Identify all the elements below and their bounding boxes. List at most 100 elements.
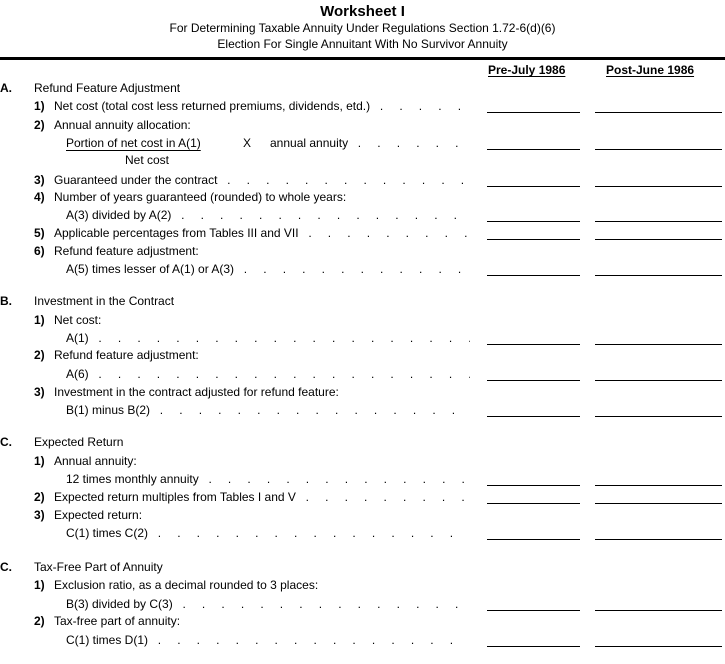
- row-text: Exclusion ratio, as a decimal rounded to…: [54, 577, 318, 593]
- section-header: B. Investment in the Contract: [0, 293, 725, 309]
- line-item: 3) Expected return:: [0, 507, 725, 523]
- row-text: B(3) divided by C(3) . . . . . . . . . .…: [66, 596, 470, 612]
- answer-field-pre-july-1986[interactable]: [487, 112, 580, 113]
- answer-field-pre-july-1986[interactable]: [487, 503, 580, 504]
- answer-field-post-june-1986[interactable]: [595, 416, 722, 417]
- header-rule: [0, 57, 725, 60]
- answer-field-pre-july-1986[interactable]: [487, 485, 580, 486]
- label-text: Net cost:: [54, 313, 102, 327]
- answer-field-post-june-1986[interactable]: [595, 186, 722, 187]
- row-text: C(1) times D(1) . . . . . . . . . . . . …: [66, 632, 470, 648]
- label-text: Portion of net cost in A(1): [66, 136, 201, 150]
- label-text: A(3) divided by A(2): [66, 208, 172, 222]
- answer-field-post-june-1986[interactable]: [595, 239, 722, 240]
- label-text: Number of years guaranteed (rounded) to …: [54, 190, 347, 204]
- section-letter: A.: [0, 81, 12, 95]
- section-title: Refund Feature Adjustment: [34, 81, 181, 95]
- answer-field-pre-july-1986[interactable]: [487, 646, 580, 647]
- row-text: B(1) minus B(2) . . . . . . . . . . . . …: [66, 402, 470, 418]
- fraction-denominator: Net cost: [0, 152, 725, 168]
- times-sign: X: [243, 136, 252, 150]
- line-item: 1) Annual annuity:: [0, 453, 725, 469]
- dot-leader: . . . . . . . . . . . . . . . . . . . . …: [157, 526, 470, 540]
- answer-field-post-june-1986[interactable]: [595, 112, 722, 113]
- row-text: Tax-free part of annuity:: [54, 613, 180, 629]
- answer-field-pre-july-1986[interactable]: [487, 344, 580, 345]
- worksheet-subtitle-2: Election For Single Annuitant With No Su…: [217, 37, 508, 51]
- answer-field-post-june-1986[interactable]: [595, 380, 722, 381]
- answer-field-post-june-1986[interactable]: [595, 275, 722, 276]
- line-item-detail: A(5) times lesser of A(1) or A(3) . . . …: [0, 261, 725, 277]
- answer-field-post-june-1986[interactable]: [595, 503, 722, 504]
- section-title: Tax-Free Part of Annuity: [34, 560, 163, 574]
- item-number: 2): [34, 490, 45, 504]
- row-text: 12 times monthly annuity . . . . . . . .…: [66, 471, 470, 487]
- answer-field-post-june-1986[interactable]: [595, 221, 722, 222]
- line-item-detail: C(1) times D(1) . . . . . . . . . . . . …: [0, 632, 725, 648]
- answer-field-post-june-1986[interactable]: [595, 149, 722, 150]
- dot-leader: . . . . . . . . . . . . . . . . . . . . …: [182, 597, 470, 611]
- line-item: 1) Net cost:: [0, 312, 725, 328]
- section-header: C. Expected Return: [0, 434, 725, 450]
- line-item: 1) Exclusion ratio, as a decimal rounded …: [0, 577, 725, 593]
- line-item: 2) Expected return multiples from Tables …: [0, 489, 725, 505]
- dot-leader: . . . . . . . . . . . . . . . . . . . . …: [357, 136, 470, 150]
- answer-field-post-june-1986[interactable]: [595, 344, 722, 345]
- label-text: Investment in the contract adjusted for …: [54, 385, 339, 399]
- dot-leader: . . . . . . . . . . . . . . . . . . . . …: [208, 472, 470, 486]
- row-text: Net cost:: [54, 312, 101, 328]
- item-number: 2): [34, 348, 45, 362]
- dot-leader: . . . . . . . . . . . . . . . . . . . . …: [305, 490, 470, 504]
- row-text: Applicable percentages from Tables III a…: [54, 225, 470, 241]
- answer-field-pre-july-1986[interactable]: [487, 221, 580, 222]
- dot-leader: . . . . . . . . . . . . . . . . . . . . …: [243, 262, 470, 276]
- row-text: Investment in the contract adjusted for …: [54, 384, 339, 400]
- row-text: A(6) . . . . . . . . . . . . . . . . . .…: [66, 366, 470, 382]
- answer-field-post-june-1986[interactable]: [595, 646, 722, 647]
- answer-field-pre-july-1986[interactable]: [487, 416, 580, 417]
- row-text: Number of years guaranteed (rounded) to …: [54, 189, 346, 205]
- label-text: Exclusion ratio, as a decimal rounded to…: [54, 578, 319, 592]
- answer-field-pre-july-1986[interactable]: [487, 239, 580, 240]
- item-number: 1): [34, 99, 45, 113]
- row-text: Annual annuity allocation:: [54, 117, 191, 133]
- answer-field-pre-july-1986[interactable]: [487, 149, 580, 150]
- answer-field-post-june-1986[interactable]: [595, 485, 722, 486]
- answer-field-pre-july-1986[interactable]: [487, 275, 580, 276]
- answer-field-pre-july-1986[interactable]: [487, 380, 580, 381]
- line-item-detail: B(1) minus B(2) . . . . . . . . . . . . …: [0, 402, 725, 418]
- label-text: annual annuity: [270, 136, 349, 150]
- line-item-detail: A(3) divided by A(2) . . . . . . . . . .…: [0, 207, 725, 223]
- label-text: Expected return multiples from Tables I …: [54, 490, 296, 504]
- section-title: Investment in the Contract: [34, 294, 175, 308]
- item-number: 6): [34, 244, 45, 258]
- dot-leader: . . . . . . . . . . . . . . . . . . . . …: [379, 99, 470, 113]
- item-number: 1): [34, 578, 45, 592]
- item-number: 3): [34, 385, 45, 399]
- label-text: C(1) times D(1): [66, 633, 149, 647]
- answer-field-pre-july-1986[interactable]: [487, 539, 580, 540]
- item-number: 3): [34, 173, 45, 187]
- label-text: Guaranteed under the contract: [54, 173, 218, 187]
- worksheet-title: Worksheet I: [320, 3, 405, 20]
- dot-leader: . . . . . . . . . . . . . . . . . . . . …: [308, 226, 470, 240]
- label-text: Applicable percentages from Tables III a…: [54, 226, 299, 240]
- line-item: 3) Guaranteed under the contract . . . . …: [0, 172, 725, 188]
- label-text: Refund feature adjustment:: [54, 348, 199, 362]
- dot-leader: . . . . . . . . . . . . . . . . . . . . …: [98, 331, 470, 345]
- dot-leader: . . . . . . . . . . . . . . . . . . . . …: [157, 633, 470, 647]
- section-title: Expected Return: [34, 435, 124, 449]
- section-letter: B.: [0, 294, 12, 308]
- worksheet-subtitle: For Determining Taxable Annuity Under Re…: [169, 21, 556, 35]
- answer-field-pre-july-1986[interactable]: [487, 610, 580, 611]
- answer-field-pre-july-1986[interactable]: [487, 186, 580, 187]
- answer-field-post-june-1986[interactable]: [595, 539, 722, 540]
- item-number: 2): [34, 118, 45, 132]
- column-header-post-june-1986: Post-June 1986: [606, 63, 695, 77]
- row-text: C(1) times C(2) . . . . . . . . . . . . …: [66, 525, 470, 541]
- item-number: 1): [34, 313, 45, 327]
- answer-field-post-june-1986[interactable]: [595, 610, 722, 611]
- label-text: B(1) minus B(2): [66, 403, 151, 417]
- label-text: Net cost (total cost less returned premi…: [54, 99, 371, 113]
- line-item-detail: B(3) divided by C(3) . . . . . . . . . .…: [0, 596, 725, 612]
